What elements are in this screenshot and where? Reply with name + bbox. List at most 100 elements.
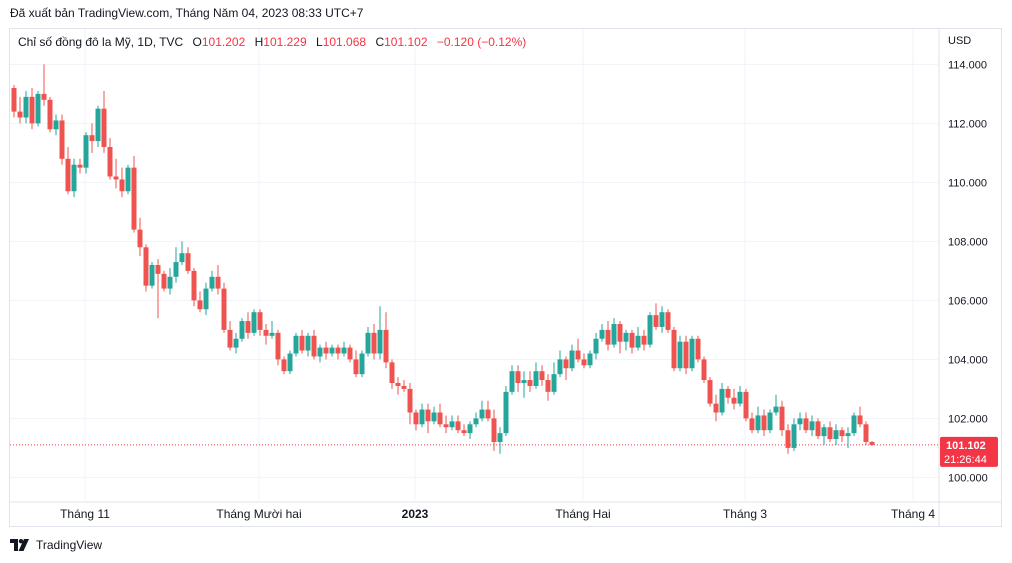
candle-body bbox=[137, 229, 143, 248]
candle bbox=[719, 383, 725, 416]
candle-body bbox=[713, 403, 719, 413]
candle-body bbox=[209, 276, 215, 289]
candle-body bbox=[389, 362, 395, 383]
candle-body bbox=[263, 329, 269, 336]
candle bbox=[209, 270, 215, 292]
candle-body bbox=[185, 253, 191, 271]
symbol-title[interactable]: Chỉ số đồng đô la Mỹ, 1D, TVC bbox=[18, 35, 184, 49]
candle bbox=[635, 326, 641, 351]
candle bbox=[317, 344, 323, 363]
candle-body bbox=[329, 347, 335, 354]
candle-body bbox=[161, 273, 167, 289]
candle bbox=[299, 329, 305, 354]
candle bbox=[731, 388, 737, 410]
candle-body bbox=[533, 371, 539, 386]
candle bbox=[533, 362, 539, 389]
candle bbox=[293, 332, 299, 357]
candle bbox=[365, 326, 371, 357]
candle bbox=[251, 309, 257, 336]
candle bbox=[599, 324, 605, 342]
candle-body bbox=[485, 409, 491, 419]
candle-body bbox=[341, 347, 347, 354]
candle-body bbox=[521, 380, 527, 383]
candle bbox=[809, 415, 815, 437]
candle-body bbox=[383, 329, 389, 363]
candle-body bbox=[203, 288, 209, 310]
candle-body bbox=[449, 421, 455, 428]
candle bbox=[479, 400, 485, 422]
candle bbox=[431, 406, 437, 425]
candle-body bbox=[767, 412, 773, 431]
y-tick-label: 100.000 bbox=[948, 472, 988, 484]
candle-body bbox=[473, 418, 479, 425]
candle-body bbox=[665, 312, 671, 330]
candle bbox=[605, 321, 611, 351]
candle-body bbox=[551, 374, 557, 392]
candle-body bbox=[113, 176, 119, 180]
candle bbox=[11, 85, 17, 118]
candle bbox=[473, 412, 479, 428]
candle-body bbox=[623, 332, 629, 342]
x-tick-label: Tháng 11 bbox=[60, 507, 110, 521]
candle-body bbox=[791, 424, 797, 448]
candle-body bbox=[257, 312, 263, 330]
candle bbox=[245, 312, 251, 339]
close-label: C bbox=[375, 35, 385, 49]
candle-body bbox=[371, 332, 377, 354]
candle-body bbox=[65, 158, 71, 192]
candle-body bbox=[419, 409, 425, 425]
candle-body bbox=[845, 433, 851, 437]
candle-body bbox=[299, 335, 305, 351]
candle bbox=[683, 335, 689, 375]
candle bbox=[857, 406, 863, 428]
x-tick-label: 2023 bbox=[402, 507, 429, 521]
candle bbox=[191, 267, 197, 307]
candle-body bbox=[599, 329, 605, 339]
candle bbox=[557, 350, 563, 378]
candle-body bbox=[575, 350, 581, 360]
candle-body bbox=[821, 427, 827, 437]
candle bbox=[23, 90, 29, 124]
y-tick-label: 104.000 bbox=[948, 354, 988, 366]
candle-body bbox=[11, 88, 17, 112]
candle bbox=[587, 350, 593, 369]
candle bbox=[461, 424, 467, 437]
candle-body bbox=[143, 247, 149, 286]
candle-body bbox=[593, 338, 599, 354]
candle bbox=[359, 350, 365, 378]
candle bbox=[335, 344, 341, 360]
candle-body bbox=[785, 430, 791, 448]
candle-body bbox=[245, 321, 251, 333]
tradingview-logo-icon bbox=[10, 539, 29, 551]
candle bbox=[143, 244, 149, 292]
tradingview-logo[interactable]: TradingView bbox=[10, 538, 102, 552]
candle-body bbox=[851, 415, 857, 434]
candle-body bbox=[509, 371, 515, 392]
candle-body bbox=[803, 418, 809, 431]
candle bbox=[485, 400, 491, 422]
candle-body bbox=[353, 359, 359, 375]
candle bbox=[197, 291, 203, 313]
candle bbox=[497, 427, 503, 454]
candle bbox=[467, 421, 473, 440]
candle-body bbox=[215, 276, 221, 289]
candle-body bbox=[239, 321, 245, 339]
candle bbox=[611, 318, 617, 348]
candle bbox=[101, 90, 107, 153]
candle-body bbox=[317, 347, 323, 357]
candle bbox=[803, 412, 809, 434]
candle bbox=[869, 441, 875, 446]
candle-body bbox=[857, 415, 863, 425]
high-value: 101.229 bbox=[263, 35, 307, 49]
candle-body bbox=[179, 253, 185, 263]
candle-body bbox=[23, 96, 29, 118]
candle bbox=[113, 158, 119, 189]
candle-body bbox=[641, 335, 647, 345]
candle-body bbox=[107, 147, 113, 177]
candle bbox=[647, 312, 653, 348]
currency-label[interactable]: USD bbox=[948, 35, 972, 47]
candle bbox=[389, 359, 395, 389]
candle bbox=[449, 415, 455, 431]
candle-body bbox=[635, 335, 641, 348]
